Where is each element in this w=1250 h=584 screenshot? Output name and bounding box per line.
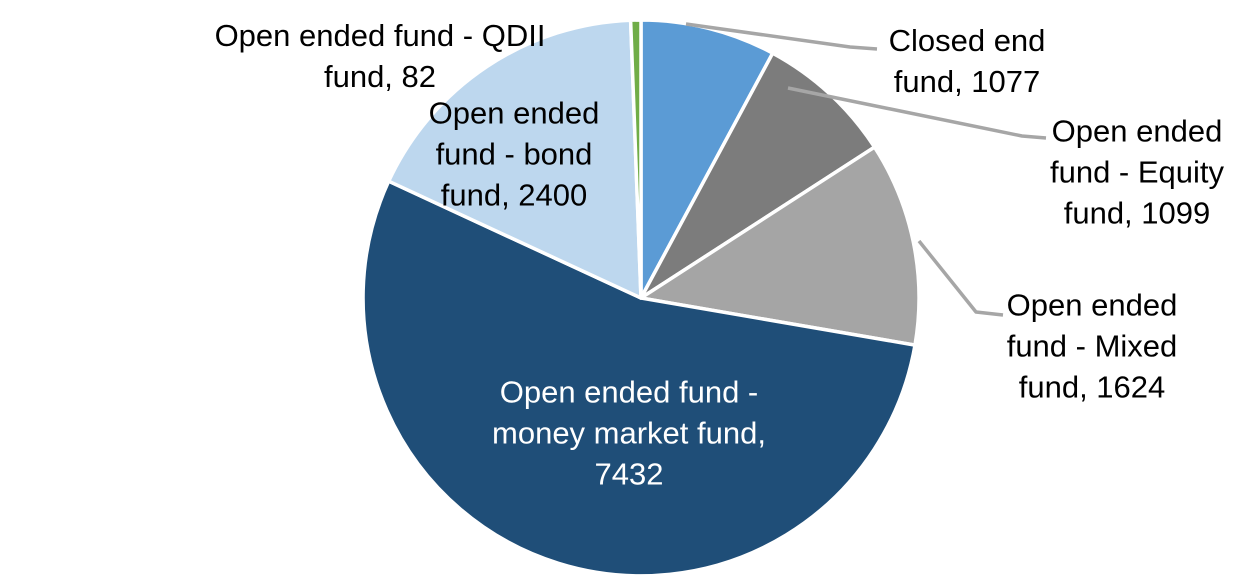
data-label-open-ended-fund-qdii-fund: Open ended fund - QDII fund, 82 xyxy=(215,15,546,97)
pie-slice-open-ended-fund-bond-fund[interactable] xyxy=(386,18,643,300)
data-label-line: fund, 2400 xyxy=(440,177,588,213)
data-label-line: Open ended xyxy=(428,95,600,131)
data-label-line: fund - bond xyxy=(435,136,593,172)
data-label-line: Open ended xyxy=(1051,113,1223,149)
data-label-line: fund, 1624 xyxy=(1018,369,1166,405)
data-label-line: Open ended fund - xyxy=(499,374,759,410)
pie-slice-open-ended-fund-money-market-fund[interactable] xyxy=(361,179,917,578)
leader-line-closed-end-fund xyxy=(685,22,878,51)
data-label-line: money market fund, xyxy=(492,415,766,451)
pie-slice-open-ended-fund-equity-fund[interactable] xyxy=(639,51,877,300)
data-label-line: fund, 1077 xyxy=(893,64,1041,99)
data-label-line: fund, 1099 xyxy=(1063,195,1211,231)
data-label-line: Open ended xyxy=(1006,287,1178,323)
data-label-line: 7432 xyxy=(594,456,664,492)
data-label-open-ended-fund-mixed-fund: Open ended fund - Mixed fund, 1624 xyxy=(1007,285,1178,408)
data-label-open-ended-fund-bond-fund: Open ended fund - bond fund, 2400 xyxy=(429,93,600,216)
leader-line-open-ended-fund-equity-fund xyxy=(787,86,1047,140)
data-label-line: fund - Equity xyxy=(1049,154,1225,190)
data-label-open-ended-fund-money-market-fund: Open ended fund - money market fund, 743… xyxy=(492,372,766,495)
data-label-open-ended-fund-equity-fund: Open ended fund - Equity fund, 1099 xyxy=(1050,111,1224,234)
pie-slice-open-ended-fund-qdii-fund[interactable] xyxy=(628,18,643,300)
pie-slice-open-ended-fund-mixed-fund[interactable] xyxy=(639,145,921,347)
leader-line-open-ended-fund-mixed-fund xyxy=(917,239,1004,317)
data-label-line: fund - Mixed xyxy=(1006,328,1178,364)
data-label-closed-end-fund: Closed end fund, 1077 xyxy=(889,20,1046,102)
data-label-line: fund, 82 xyxy=(323,59,437,94)
data-label-line: Open ended fund - QDII xyxy=(214,18,546,53)
data-label-line: Closed end xyxy=(888,23,1046,58)
